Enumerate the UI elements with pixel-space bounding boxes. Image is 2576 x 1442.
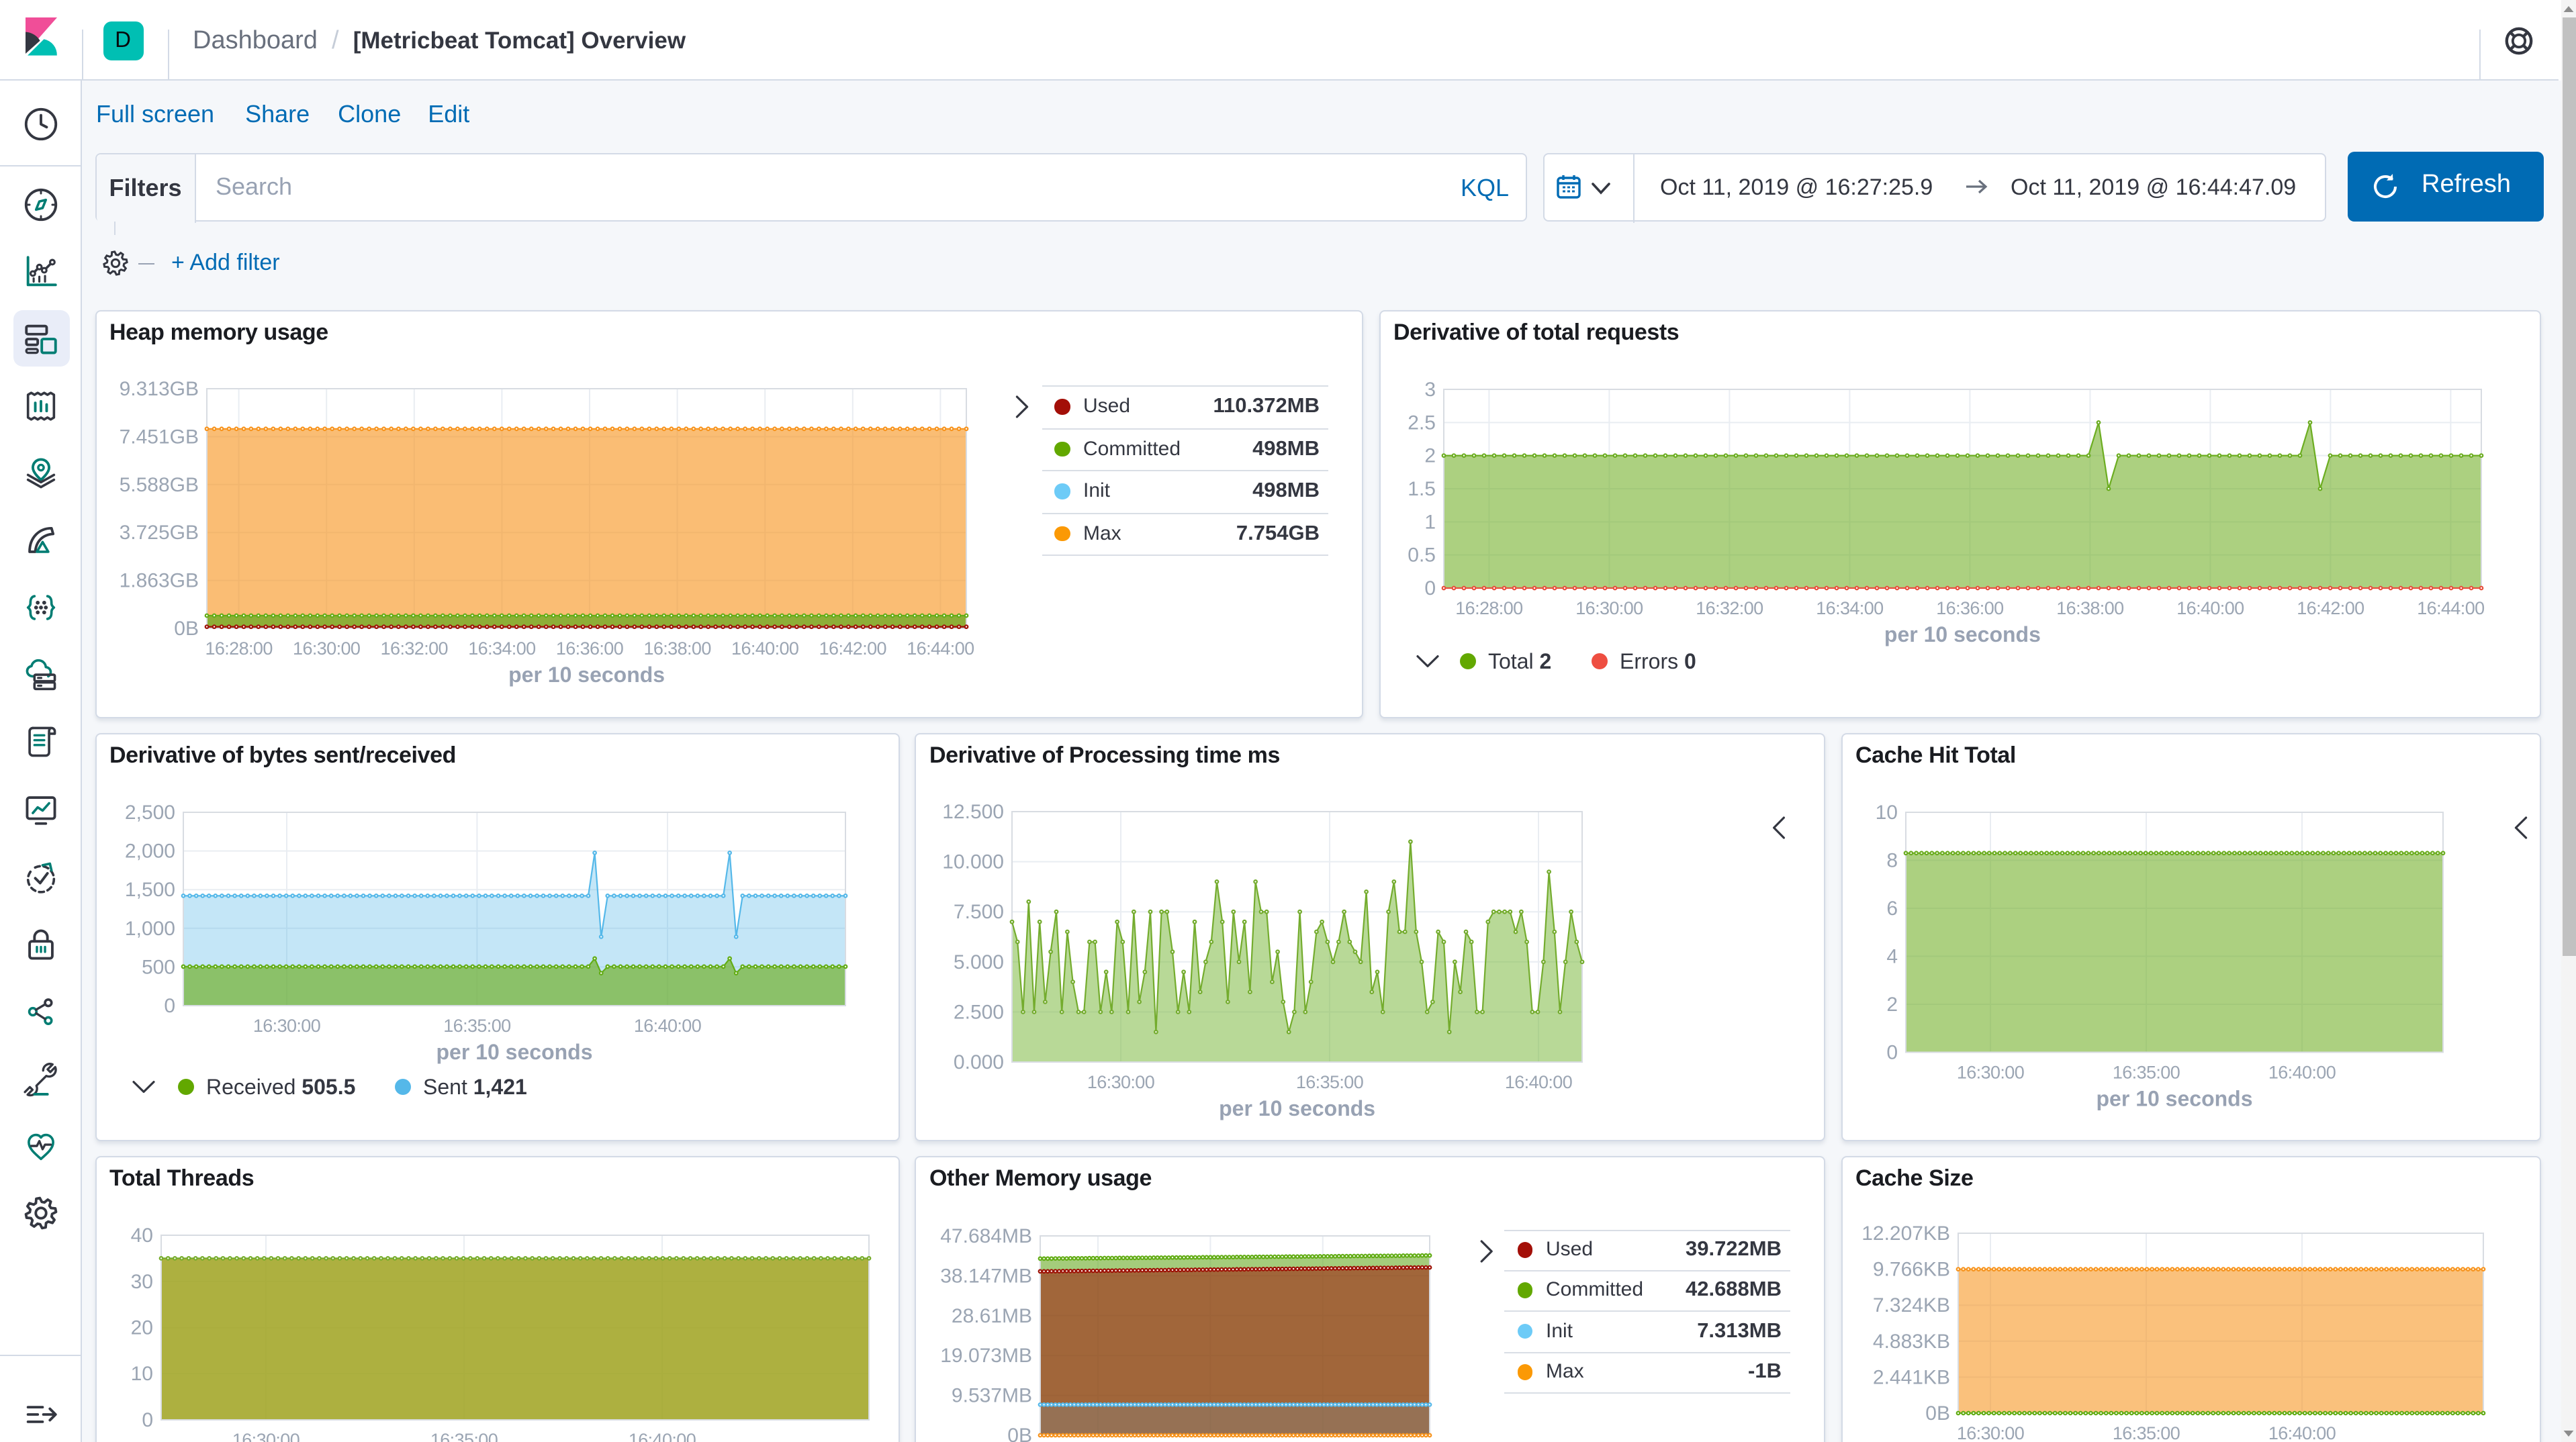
svg-text:1,000: 1,000 [124,917,175,939]
svg-text:16:44:00: 16:44:00 [906,638,973,659]
svg-text:9.766KB: 9.766KB [1872,1258,1949,1280]
svg-text:0B: 0B [1925,1402,1949,1424]
svg-text:0: 0 [1886,1041,1897,1063]
svg-text:16:42:00: 16:42:00 [819,638,886,659]
svg-text:16:38:00: 16:38:00 [643,638,710,659]
svg-text:16:30:00: 16:30:00 [232,1429,299,1442]
svg-text:500: 500 [141,955,175,977]
svg-text:16:30:00: 16:30:00 [1956,1061,2023,1082]
svg-text:2: 2 [1886,993,1897,1015]
svg-text:per 10 seconds: per 10 seconds [1219,1096,1375,1120]
svg-text:16:35:00: 16:35:00 [2112,1423,2179,1442]
svg-text:16:35:00: 16:35:00 [430,1429,497,1442]
svg-text:10.000: 10.000 [942,851,1004,873]
svg-text:19.073MB: 19.073MB [940,1344,1032,1366]
svg-text:2.5: 2.5 [1407,412,1435,434]
svg-text:12.207KB: 12.207KB [1861,1222,1949,1244]
svg-text:4: 4 [1886,945,1897,967]
svg-text:1.863GB: 1.863GB [119,570,198,592]
svg-text:10: 10 [1875,801,1897,823]
svg-text:16:32:00: 16:32:00 [1695,598,1762,618]
svg-text:16:34:00: 16:34:00 [467,638,535,659]
svg-text:16:40:00: 16:40:00 [628,1429,695,1442]
svg-text:16:30:00: 16:30:00 [1087,1071,1154,1092]
svg-text:16:40:00: 16:40:00 [1505,1071,1572,1092]
svg-text:16:28:00: 16:28:00 [204,638,271,659]
svg-text:38.147MB: 38.147MB [940,1264,1032,1286]
svg-text:1.5: 1.5 [1407,478,1435,500]
svg-text:0.000: 0.000 [954,1051,1004,1073]
svg-text:0: 0 [1424,577,1435,599]
svg-text:16:36:00: 16:36:00 [1935,598,2003,618]
svg-text:8: 8 [1886,849,1897,871]
svg-text:2: 2 [1424,445,1435,467]
svg-text:2.500: 2.500 [954,1000,1004,1022]
svg-text:0.5: 0.5 [1407,544,1435,567]
svg-text:2,000: 2,000 [124,840,175,862]
svg-text:per 10 seconds: per 10 seconds [1884,622,2040,646]
svg-text:20: 20 [130,1316,152,1339]
svg-text:2,500: 2,500 [124,801,175,823]
svg-text:16:30:00: 16:30:00 [1575,598,1642,618]
svg-text:3.725GB: 3.725GB [119,522,198,544]
svg-text:9.313GB: 9.313GB [119,378,198,400]
svg-text:16:34:00: 16:34:00 [1815,598,1882,618]
svg-text:16:42:00: 16:42:00 [2296,598,2363,618]
svg-text:16:35:00: 16:35:00 [443,1015,510,1035]
svg-text:Sent 1,421: Sent 1,421 [422,1074,526,1098]
svg-text:0B: 0B [1007,1424,1032,1442]
svg-text:16:30:00: 16:30:00 [292,638,359,659]
svg-text:7.500: 7.500 [954,900,1004,922]
svg-text:3: 3 [1424,379,1435,401]
svg-text:28.61MB: 28.61MB [952,1304,1032,1327]
svg-text:16:30:00: 16:30:00 [1956,1423,2023,1442]
svg-text:16:40:00: 16:40:00 [2176,598,2243,618]
svg-text:per 10 seconds: per 10 seconds [2096,1086,2252,1110]
svg-text:16:40:00: 16:40:00 [2268,1423,2335,1442]
svg-text:6: 6 [1886,897,1897,919]
svg-text:5.588GB: 5.588GB [119,474,198,496]
svg-text:1: 1 [1424,511,1435,533]
svg-text:16:36:00: 16:36:00 [555,638,623,659]
svg-text:16:40:00: 16:40:00 [731,638,798,659]
svg-text:2.441KB: 2.441KB [1872,1365,1949,1388]
svg-text:per 10 seconds: per 10 seconds [436,1039,592,1063]
svg-text:Total 2: Total 2 [1487,649,1551,673]
svg-text:47.684MB: 47.684MB [940,1224,1032,1247]
svg-text:40: 40 [130,1224,152,1246]
svg-text:16:35:00: 16:35:00 [2112,1061,2179,1082]
svg-text:7.451GB: 7.451GB [119,426,198,448]
svg-text:16:30:00: 16:30:00 [252,1015,320,1035]
svg-text:Received 505.5: Received 505.5 [205,1074,355,1098]
svg-text:16:28:00: 16:28:00 [1455,598,1522,618]
svg-text:12.500: 12.500 [942,800,1004,822]
svg-text:16:35:00: 16:35:00 [1296,1071,1363,1092]
svg-text:5.000: 5.000 [954,951,1004,973]
svg-text:Errors 0: Errors 0 [1619,649,1696,673]
svg-text:30: 30 [130,1270,152,1292]
svg-text:10: 10 [130,1362,152,1384]
svg-text:0: 0 [141,1408,152,1431]
svg-text:0: 0 [163,994,175,1016]
svg-text:16:32:00: 16:32:00 [380,638,447,659]
svg-text:16:38:00: 16:38:00 [2056,598,2123,618]
svg-text:per 10 seconds: per 10 seconds [508,663,664,687]
svg-text:16:40:00: 16:40:00 [633,1015,700,1035]
svg-text:7.324KB: 7.324KB [1872,1294,1949,1316]
svg-text:16:44:00: 16:44:00 [2416,598,2483,618]
svg-text:9.537MB: 9.537MB [952,1384,1032,1406]
svg-text:16:40:00: 16:40:00 [2268,1061,2335,1082]
svg-text:4.883KB: 4.883KB [1872,1330,1949,1352]
svg-text:0B: 0B [173,618,198,640]
svg-text:1,500: 1,500 [124,878,175,900]
